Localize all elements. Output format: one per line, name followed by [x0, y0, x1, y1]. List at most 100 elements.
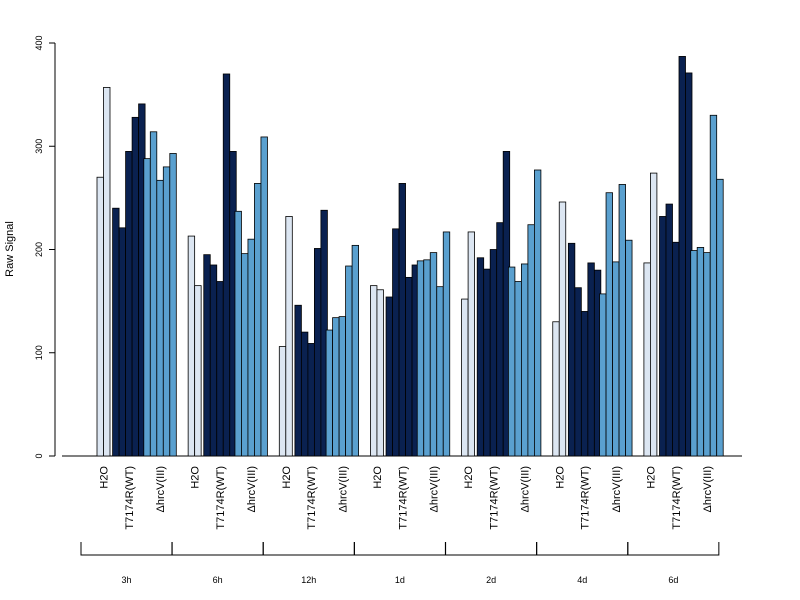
- bar: [587, 262, 595, 457]
- x-tick-label: H2O: [463, 466, 475, 489]
- y-tick-label: 300: [34, 139, 44, 154]
- bar: [574, 287, 582, 457]
- bar: [241, 253, 249, 457]
- x-tick-label: ΔhrcV(III): [155, 466, 167, 512]
- group-bracket: [353, 542, 446, 556]
- time-group-label: 2d: [486, 575, 496, 585]
- bar: [338, 316, 347, 457]
- x-tick-label: T7174R(WT): [397, 466, 409, 530]
- x-tick-label: ΔhrcV(III): [246, 466, 258, 512]
- bar: [659, 216, 667, 457]
- y-tick-label: 400: [34, 35, 44, 50]
- bar: [709, 114, 718, 457]
- bar: [156, 179, 164, 457]
- bar: [672, 241, 680, 457]
- bar: [162, 166, 171, 457]
- y-axis-label: Raw Signal: [4, 221, 16, 277]
- bar: [385, 296, 393, 457]
- bar: [489, 249, 498, 457]
- bar: [496, 222, 504, 457]
- y-tick-label: 100: [34, 345, 44, 360]
- bars: [96, 56, 724, 457]
- bar: [254, 183, 262, 457]
- bar: [696, 247, 705, 457]
- x-tick-label: T7174R(WT): [488, 466, 500, 530]
- bar: [370, 285, 378, 457]
- bar: [351, 244, 360, 457]
- time-group-label: 6d: [668, 575, 678, 585]
- bar: [612, 261, 620, 457]
- y-tick-label: 0: [34, 453, 44, 458]
- bar: [203, 254, 211, 457]
- bar: [534, 169, 542, 457]
- bar: [442, 231, 451, 457]
- bar: [527, 224, 535, 457]
- bar: [187, 235, 196, 457]
- bar: [521, 263, 529, 457]
- bar: [194, 285, 202, 457]
- x-tick-label: T7174R(WT): [306, 466, 318, 530]
- x-tick-label: ΔhrcV(III): [429, 466, 441, 512]
- bar: [678, 56, 686, 457]
- bar: [125, 151, 133, 457]
- bar: [552, 321, 560, 457]
- bar: [605, 192, 613, 457]
- bar: [345, 265, 353, 457]
- bar: [313, 248, 322, 457]
- bar: [483, 268, 491, 457]
- bar: [650, 172, 658, 457]
- y-tick-label: 200: [34, 242, 44, 257]
- bar: [300, 331, 309, 457]
- bar: [278, 346, 287, 457]
- group-bracket: [80, 542, 173, 556]
- bar: [690, 250, 698, 457]
- group-bracket: [536, 542, 629, 556]
- x-tick-label: H2O: [645, 466, 657, 489]
- bar: [558, 201, 567, 457]
- time-group-label: 1d: [395, 575, 405, 585]
- time-group-label: 3h: [121, 575, 131, 585]
- x-tick-label: ΔhrcV(III): [702, 466, 714, 512]
- bar: [234, 210, 242, 457]
- x-tick-labels: H2O T7174R(WT) ΔhrcV(III) H2O T7174R(WT) Δhrc…: [99, 466, 714, 530]
- x-tick-label: H2O: [372, 466, 384, 489]
- bar: [285, 216, 293, 457]
- bar: [325, 329, 334, 457]
- x-tick-label: H2O: [190, 466, 202, 489]
- bar: [643, 262, 651, 457]
- bar: [665, 203, 673, 457]
- bar: [716, 178, 724, 457]
- bar: [96, 176, 104, 457]
- bar: [216, 281, 224, 457]
- bar: [112, 207, 120, 457]
- bar: [580, 311, 589, 457]
- x-tick-label: T7174R(WT): [215, 466, 227, 530]
- bar: [332, 317, 340, 457]
- bar: [131, 116, 140, 457]
- bar: [467, 231, 476, 457]
- group-bracket: [262, 542, 355, 556]
- bar: [436, 286, 444, 457]
- group-bracket: [627, 542, 720, 556]
- time-group-label: 4d: [577, 575, 587, 585]
- x-tick-label: T7174R(WT): [124, 466, 136, 530]
- x-tick-label: ΔhrcV(III): [611, 466, 623, 512]
- bar: [625, 239, 633, 457]
- x-tick-label: H2O: [281, 466, 293, 489]
- bar: [376, 289, 384, 457]
- bar: [118, 227, 126, 457]
- bar: [507, 266, 516, 457]
- x-tick-label: ΔhrcV(III): [337, 466, 349, 512]
- x-tick-label: ΔhrcV(III): [520, 466, 532, 512]
- bar: [476, 257, 485, 457]
- bar: [703, 252, 711, 457]
- bar: [149, 131, 158, 457]
- bar: [103, 86, 111, 457]
- bar: [567, 242, 576, 457]
- x-tick-label: H2O: [554, 466, 566, 489]
- bar: [247, 238, 255, 457]
- bar: [307, 343, 315, 457]
- group-bracket: [171, 542, 264, 556]
- x-tick-label: T7174R(WT): [580, 466, 592, 530]
